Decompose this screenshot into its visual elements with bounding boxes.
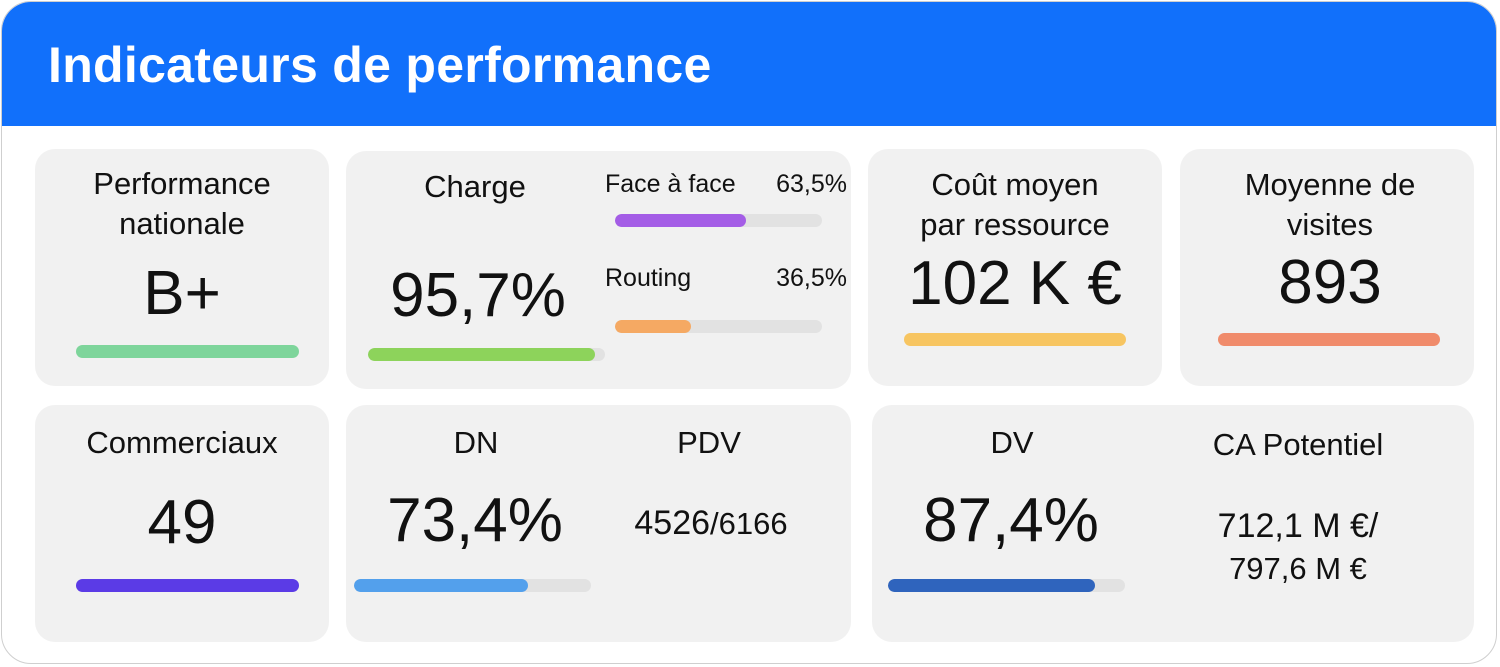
dn-value: 73,4% xyxy=(387,486,563,555)
dn-progress-fill xyxy=(354,579,528,592)
face-a-face-label: Face à face xyxy=(605,170,736,198)
routing-progress-track xyxy=(615,320,822,333)
performance-bar xyxy=(76,345,299,358)
charge-progress-track xyxy=(368,348,605,361)
routing-value: 36,5% xyxy=(776,264,847,292)
dv-value: 87,4% xyxy=(923,486,1099,555)
dv-progress-fill xyxy=(888,579,1096,592)
charge-card: Charge 95,7% Face à face 63,5% Routing 3… xyxy=(346,151,851,389)
page-title: Indicateurs de performance xyxy=(48,37,712,93)
visites-value: 893 xyxy=(1278,248,1382,317)
cout-bar xyxy=(904,333,1126,346)
performance-label: Performance nationale xyxy=(93,166,271,241)
cout-value: 102 K € xyxy=(908,249,1122,318)
commerciaux-value: 49 xyxy=(147,488,217,557)
cout-label: Coût moyen par ressource xyxy=(920,167,1110,242)
dn-pdv-card: DN 73,4% PDV 4526/6166 xyxy=(346,405,851,642)
pdv-label: PDV xyxy=(677,425,741,460)
commerciaux-label: Commerciaux xyxy=(86,425,278,460)
routing-progress-fill xyxy=(615,320,691,333)
face-a-face-value: 63,5% xyxy=(776,170,847,198)
charge-progress-fill xyxy=(368,348,595,361)
ca-value-line1: 712,1 M €/ xyxy=(1217,507,1379,545)
commerciaux-bar xyxy=(76,579,299,592)
pdv-denominator: /6166 xyxy=(710,506,788,541)
dv-ca-card: DV 87,4% CA Potentiel 712,1 M €/ 797,6 M… xyxy=(872,405,1474,642)
visites-bar xyxy=(1218,333,1440,346)
dv-progress-track xyxy=(888,579,1125,592)
dn-progress-track xyxy=(354,579,591,592)
panel-header: Indicateurs de performance xyxy=(2,2,1496,126)
pdv-numerator: 4526 xyxy=(634,504,711,542)
cout-card: Coût moyen par ressource 102 K € xyxy=(868,149,1162,386)
dv-label: DV xyxy=(990,425,1034,460)
visites-label: Moyenne de visites xyxy=(1244,167,1416,242)
routing-label: Routing xyxy=(605,264,692,292)
performance-card: Performance nationale B+ xyxy=(35,149,329,386)
face-a-face-progress-fill xyxy=(615,214,747,227)
charge-value: 95,7% xyxy=(390,261,566,330)
ca-label: CA Potentiel xyxy=(1212,427,1384,462)
performance-value: B+ xyxy=(143,259,221,328)
pdv-value: 4526/6166 xyxy=(611,503,811,544)
charge-label: Charge xyxy=(424,169,526,204)
face-a-face-progress-track xyxy=(615,214,822,227)
visites-card: Moyenne de visites 893 xyxy=(1180,149,1474,386)
ca-value-line2: 797,6 M € xyxy=(1229,551,1367,586)
dn-label: DN xyxy=(453,425,499,460)
commerciaux-card: Commerciaux 49 xyxy=(35,405,329,642)
